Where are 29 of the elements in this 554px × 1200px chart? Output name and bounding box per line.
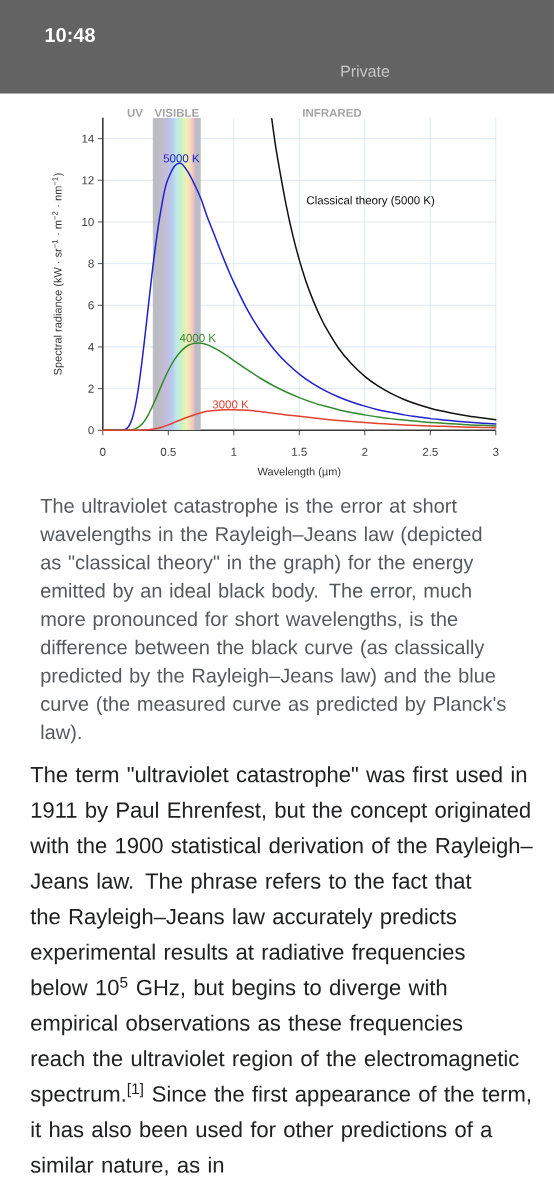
series-label: Classical theory (5000 K) [306, 195, 435, 207]
x-tick-label: 0 [100, 447, 106, 456]
x-tick-label: 1.5 [292, 447, 307, 456]
text: 10:48 [45, 27, 95, 43]
x-tick-label: 1 [231, 447, 237, 456]
series-label: 4000 K [179, 333, 216, 343]
y-tick-label: 6 [88, 301, 94, 310]
series-label: 5000 K [163, 154, 200, 163]
x-tick-label: 2 [362, 447, 368, 456]
y-axis-title: Spectral radiance (kW · sr$^{−1}$ · m$^{−2}$ · nm$^{−1}$) [52, 173, 64, 375]
x-tick-label: 2.5 [422, 447, 438, 456]
text: The ultraviolet catastrophe is the error at short wavelengths in the Rayleigh–Jeans law (depicted as "classical theory" in the graph) for the energy emitted by an ideal black body. The error, much more pronounced for short wavelengths, is the difference between the black curve (as classically predicted by the Rayleigh–Jeans law) and the blue curve (the measured curve as predicted by Planck's law). [40, 498, 506, 744]
series-label: 3000 K [212, 400, 249, 409]
y-tick-label: 4 [88, 343, 94, 351]
x-tick-label: 0.5 [160, 447, 176, 456]
text: The term "ultraviolet catastrophe" was first used in 1911 by Paul Ehrenfest, but the concept originated with the 1900 statistical derivation of the Rayleigh–Jeans law. The phrase refers to the fact that the Rayleigh–Jeans law accurately predicts experimental results at radiative frequencies below 10$^{5}$ GHz, but begins to diverge with empirical observations as these frequencies reach the ultraviolet region of the electromagnetic spectrum.$^{[1]}$ Since the first appearance of the term, it has also been used for other predictions of a similar nature, as in [30, 766, 533, 1176]
x-axis-title: Wavelength (µm) [257, 467, 341, 478]
text: Private [341, 65, 390, 77]
band-label: VISIBLE [154, 108, 199, 117]
x-tick-label: 3 [493, 447, 499, 456]
y-tick-label: 8 [88, 259, 94, 268]
y-tick-label: 10 [82, 217, 94, 227]
y-tick-label: 2 [88, 384, 94, 393]
y-tick-label: 12 [82, 176, 94, 185]
text: INFRARED [303, 108, 362, 117]
line-series [271, 118, 497, 421]
y-tick-label: 0 [88, 426, 94, 435]
text: UV [127, 108, 143, 117]
y-tick-label: 14 [82, 134, 94, 143]
